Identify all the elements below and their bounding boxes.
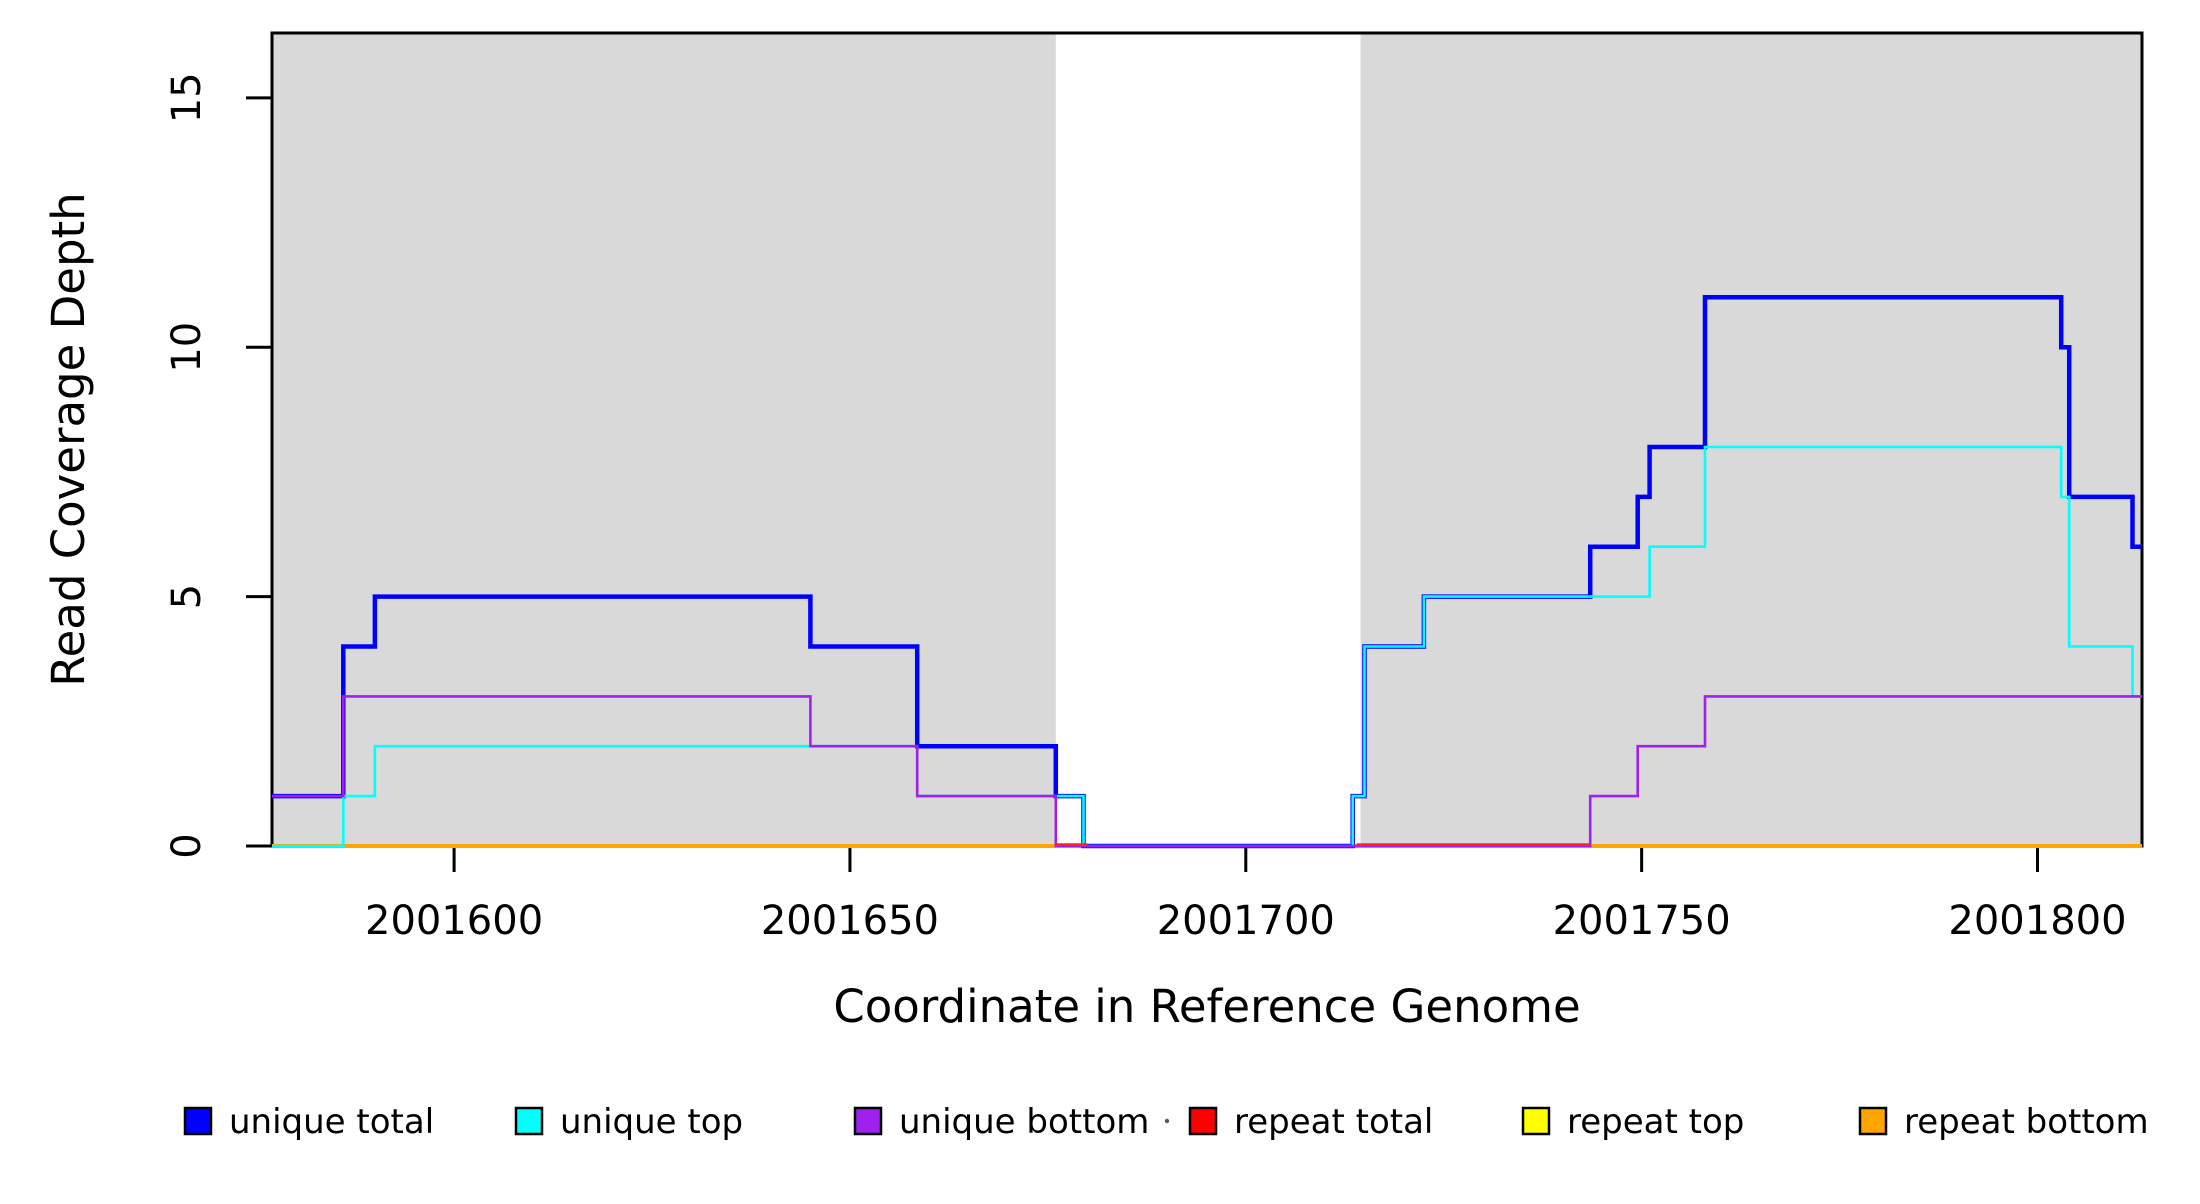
x-axis: 2001600 2001650 2001700 2001750 2001800 [365,846,2127,944]
legend-swatch [853,1106,883,1136]
legend-item: repeat top [1521,1102,1744,1142]
y-tick-label: 0 [164,833,210,858]
legend-label: repeat total [1234,1102,1433,1142]
shaded-regions [272,33,2142,846]
legend-label: repeat top [1567,1102,1744,1142]
y-tick-label: 10 [164,322,210,373]
shaded-region [1360,33,2142,846]
legend-label: unique bottom [899,1102,1149,1142]
legend-swatch [183,1106,213,1136]
y-tick-label: 15 [164,72,210,123]
legend-swatch [1188,1106,1218,1136]
legend-item: repeat total [1188,1102,1433,1142]
legend-swatch [1521,1106,1551,1136]
x-tick-label: 2001700 [1157,898,1335,944]
legend-swatch [1858,1106,1888,1136]
legend-item: unique total [183,1102,434,1142]
legend-label: unique top [560,1102,743,1142]
legend: unique total unique top unique bottom repea… [183,1102,2149,1142]
x-tick-label: 2001600 [365,898,543,944]
x-tick-label: 2001750 [1553,898,1731,944]
legend-swatch [514,1106,544,1136]
shaded-region [272,33,1056,846]
legend-item: repeat bottom [1858,1102,2149,1142]
series-lines [272,295,2142,849]
x-axis-title: Coordinate in Reference Genome [833,980,1580,1033]
y-tick-label: 5 [164,584,210,609]
series-unique-top [272,445,2142,848]
legend-label: unique total [229,1102,434,1142]
y-axis: 0 5 10 15 [164,72,272,859]
x-tick-label: 2001650 [761,898,939,944]
stray-mark-artifact [1164,1118,1170,1124]
series-unique-bottom [272,695,2142,848]
y-axis-title: Read Coverage Depth [42,192,95,686]
legend-item: unique bottom [853,1102,1149,1142]
legend-label: repeat bottom [1904,1102,2149,1142]
x-tick-label: 2001800 [1948,898,2126,944]
legend-item: unique top [514,1102,743,1142]
